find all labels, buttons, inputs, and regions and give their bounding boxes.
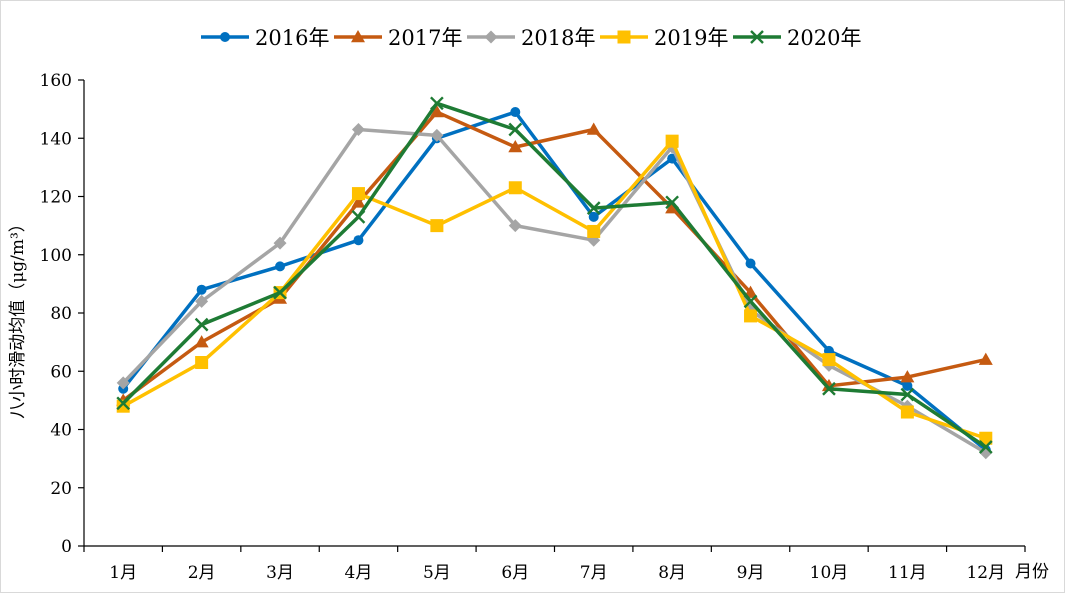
legend-label: 2020年: [787, 26, 861, 50]
series-line: [122, 139, 987, 440]
legend-item: 2020年: [733, 26, 861, 50]
y-tick-label: 80: [50, 304, 72, 324]
legend-label: 2018年: [521, 26, 595, 50]
data-point: [194, 335, 209, 348]
data-point: [665, 134, 679, 148]
data-point: [743, 294, 758, 309]
x-tick-label: 11月: [888, 563, 927, 583]
y-tick-label: 140: [40, 129, 72, 149]
data-point: [508, 181, 522, 195]
legend-label: 2016年: [255, 26, 329, 50]
data-point: [353, 235, 364, 246]
series-line: [121, 127, 987, 455]
data-point: [273, 285, 287, 300]
data-point: [665, 195, 679, 210]
y-tick-label: 60: [50, 362, 72, 382]
y-tick-label: 0: [61, 537, 72, 557]
legend-marker: [750, 30, 764, 44]
legend-marker: [484, 30, 498, 44]
x-tick-label: 6月: [501, 563, 529, 583]
data-point: [900, 405, 914, 419]
data-point: [116, 376, 130, 390]
y-axis-title: 八小时滑动均值（μg/m³）: [8, 215, 28, 419]
data-point: [430, 128, 444, 142]
data-point: [979, 431, 993, 445]
series-2017年: [116, 105, 993, 406]
data-point: [900, 387, 915, 402]
data-point: [351, 123, 365, 137]
data-point: [586, 201, 601, 215]
data-point: [745, 258, 756, 269]
data-point: [587, 224, 601, 238]
data-point: [430, 219, 444, 233]
data-point: [275, 261, 286, 272]
data-point: [196, 284, 207, 295]
data-point: [351, 210, 366, 224]
data-point: [510, 107, 521, 118]
x-tick-label: 8月: [658, 563, 686, 583]
y-tick-label: 40: [50, 421, 72, 441]
data-point: [116, 399, 130, 413]
data-point: [351, 187, 365, 201]
data-point: [744, 309, 758, 323]
x-tick-label: 9月: [737, 563, 765, 583]
legend-label: 2017年: [388, 26, 462, 50]
legend-marker: [617, 30, 631, 44]
x-axis-title: 月份: [1015, 562, 1049, 582]
y-axis: 0 20 40 60 80 100 120 140 160: [40, 71, 85, 557]
legend-item: 2019年: [600, 26, 728, 50]
data-point: [902, 380, 913, 391]
data-point: [508, 122, 523, 137]
y-tick-label: 160: [40, 71, 72, 91]
legend-marker: [220, 32, 230, 42]
series-2020年: [116, 96, 993, 454]
series-line: [122, 110, 987, 402]
legend-label: 2019年: [654, 26, 728, 50]
data-point: [586, 122, 601, 135]
legend-item: 2016年: [201, 26, 329, 50]
data-point: [822, 381, 836, 396]
plot-area: [116, 96, 993, 460]
series-2016年: [118, 107, 991, 455]
series-line: [121, 110, 987, 452]
data-point: [430, 96, 444, 111]
y-tick-label: 100: [40, 246, 72, 266]
legend-item: 2018年: [467, 26, 595, 50]
x-tick-label: 7月: [580, 563, 608, 583]
data-point: [194, 317, 209, 332]
data-point: [588, 211, 599, 222]
data-point: [900, 370, 915, 383]
legend-marker: [351, 30, 365, 43]
x-tick-label: 3月: [266, 563, 294, 583]
legend: 2016年 2017年 2018年 2019年 2020年: [201, 26, 861, 50]
y-tick-label: 120: [40, 188, 72, 208]
x-tick-label: 1月: [109, 563, 137, 583]
data-point: [195, 294, 209, 308]
x-tick-label: 5月: [423, 563, 451, 583]
x-tick-label: 12月: [966, 563, 1005, 583]
data-point: [978, 352, 993, 365]
series-2019年: [116, 134, 993, 445]
data-point: [665, 201, 680, 214]
x-tick-label: 4月: [345, 563, 373, 583]
data-point: [195, 356, 209, 370]
x-axis: 1月 2月 3月 4月 5月 6月 7月 8月 9月 10月 11月 12月: [83, 545, 1026, 583]
data-point: [508, 219, 522, 233]
data-point: [273, 236, 287, 250]
data-point: [508, 139, 523, 153]
data-point: [822, 353, 836, 367]
data-point: [116, 396, 131, 411]
y-tick-label: 20: [50, 479, 72, 499]
data-point: [351, 195, 366, 208]
x-tick-label: 10月: [810, 563, 849, 583]
series-line: [121, 101, 987, 449]
data-point: [429, 105, 444, 118]
series-2018年: [116, 123, 993, 460]
data-point: [978, 440, 993, 454]
x-tick-label: 2月: [188, 563, 216, 583]
legend-item: 2017年: [334, 26, 462, 50]
